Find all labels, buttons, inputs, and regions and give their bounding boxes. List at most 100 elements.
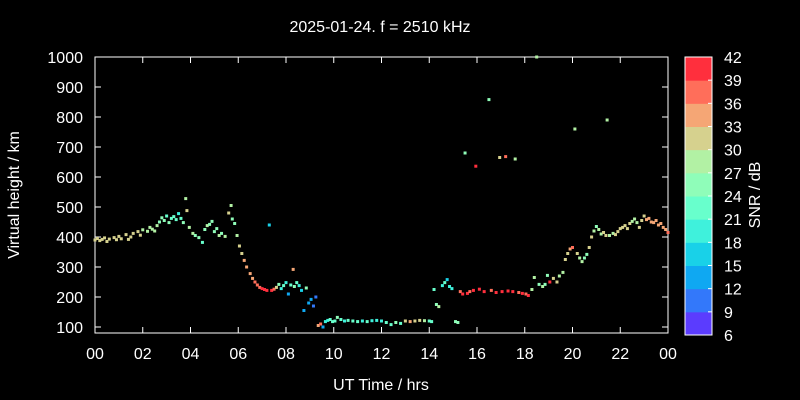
- data-point: [230, 217, 234, 221]
- data-point: [229, 204, 233, 207]
- data-point: [292, 285, 296, 288]
- data-point: [93, 238, 97, 242]
- data-point: [561, 270, 565, 274]
- data-point: [625, 227, 629, 231]
- data-point: [253, 280, 257, 284]
- data-point: [611, 231, 615, 235]
- data-point: [500, 290, 504, 294]
- data-point: [608, 234, 612, 237]
- data-point: [215, 227, 219, 231]
- colorbar-band: [685, 103, 712, 127]
- data-point: [169, 216, 173, 220]
- chart-title: 2025-01-24. f = 2510 kHz: [289, 19, 470, 36]
- data-point: [160, 216, 164, 220]
- data-point: [260, 287, 264, 291]
- data-point: [659, 222, 663, 225]
- data-point: [587, 246, 591, 249]
- data-point: [597, 228, 601, 231]
- data-point: [389, 323, 393, 327]
- data-point: [605, 118, 609, 122]
- data-point: [437, 305, 441, 309]
- data-point: [295, 281, 299, 285]
- data-point: [300, 288, 304, 292]
- data-point: [517, 291, 521, 294]
- data-point: [535, 55, 539, 59]
- y-tick-label: 500: [56, 200, 83, 217]
- data-point: [237, 244, 241, 248]
- data-point: [245, 265, 249, 269]
- data-point: [649, 220, 653, 224]
- data-point: [633, 217, 637, 221]
- colorbar-label: SNR / dB: [747, 162, 764, 229]
- x-tick-label: 14: [420, 346, 438, 363]
- data-point: [346, 318, 350, 322]
- y-tick-label: 200: [56, 290, 83, 307]
- data-point: [537, 282, 541, 286]
- colorbar-tick-label: 18: [724, 235, 742, 252]
- y-tick-label: 100: [56, 320, 83, 337]
- data-point: [98, 239, 102, 243]
- data-point: [185, 209, 189, 213]
- data-point: [566, 252, 570, 255]
- data-point: [463, 151, 467, 155]
- data-point: [242, 258, 246, 262]
- data-point: [647, 216, 651, 220]
- colorbar-tick-label: 15: [724, 259, 742, 276]
- data-point: [141, 228, 145, 232]
- x-tick-label: 16: [468, 346, 486, 363]
- data-point: [205, 224, 209, 228]
- data-point: [563, 258, 567, 261]
- data-point: [191, 231, 195, 235]
- data-point: [103, 236, 107, 240]
- colorbar-band: [685, 242, 712, 266]
- data-point: [448, 285, 452, 288]
- data-point: [307, 301, 311, 305]
- data-point: [430, 320, 434, 324]
- data-point: [174, 218, 178, 222]
- data-point: [580, 260, 584, 264]
- data-point: [623, 224, 627, 228]
- data-point: [129, 235, 133, 239]
- x-tick-label: 10: [325, 346, 343, 363]
- data-point: [418, 318, 422, 322]
- data-points: [93, 55, 670, 329]
- data-point: [506, 289, 510, 293]
- y-tick-label: 300: [56, 260, 83, 277]
- data-point: [233, 222, 237, 225]
- data-point: [384, 321, 388, 324]
- data-point: [666, 231, 670, 234]
- y-axis: 100 200 300 400 500 600 700 800 900 1000: [47, 50, 668, 337]
- data-point: [153, 229, 157, 233]
- data-point: [235, 234, 239, 237]
- data-point: [422, 319, 426, 323]
- data-point: [585, 252, 589, 256]
- snr-colorbar: 6 9 12 15 18 21 24 27 30 33 36 39 42: [684, 50, 742, 345]
- data-point: [100, 237, 104, 241]
- colorbar-tick-label: 24: [724, 189, 742, 206]
- colorbar-band: [685, 288, 712, 313]
- data-point: [255, 283, 259, 287]
- data-point: [197, 236, 201, 240]
- data-point: [555, 280, 559, 284]
- data-point: [513, 157, 517, 161]
- data-point: [532, 276, 536, 279]
- data-point: [148, 225, 152, 229]
- colorbar-tick-label: 27: [724, 166, 742, 183]
- x-tick-label: 00: [659, 346, 677, 363]
- data-point: [270, 288, 274, 292]
- data-point: [592, 229, 596, 233]
- data-point: [311, 304, 315, 308]
- x-tick-label: 08: [277, 346, 295, 363]
- data-point: [126, 237, 130, 241]
- data-point: [193, 234, 197, 237]
- data-point: [543, 282, 547, 286]
- x-tick-label: 00: [86, 346, 104, 363]
- data-point: [227, 211, 231, 215]
- colorbar-tick-label: 42: [724, 50, 742, 67]
- colorbar-band: [685, 149, 712, 174]
- data-point: [304, 286, 308, 290]
- data-point: [573, 127, 577, 131]
- data-point: [210, 219, 214, 223]
- data-point: [465, 291, 469, 295]
